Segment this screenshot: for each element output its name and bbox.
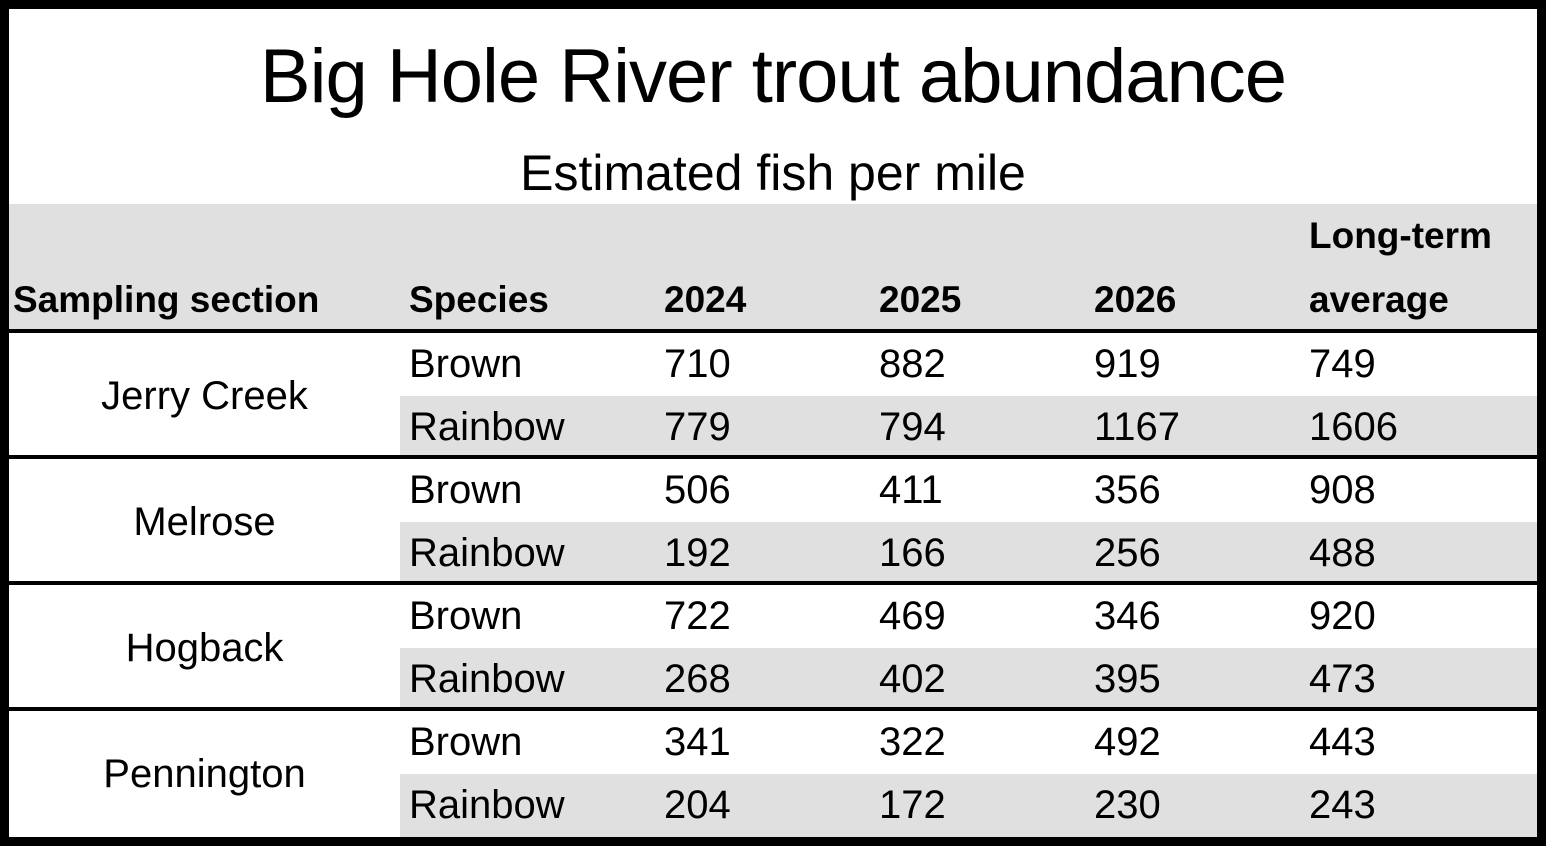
table-row: Brown 341 322 492 443 [9, 711, 1537, 774]
row-shading [400, 396, 1537, 459]
long-term-average-cell: 243 [1309, 783, 1376, 827]
value-2024-cell: 268 [664, 657, 731, 701]
long-term-average-cell: 749 [1309, 342, 1376, 386]
header-rule [9, 329, 1537, 333]
value-2026-cell: 256 [1094, 531, 1161, 575]
species-cell: Rainbow [409, 405, 565, 449]
value-2024-cell: 341 [664, 720, 731, 764]
species-cell: Brown [409, 720, 523, 764]
long-term-average-cell: 473 [1309, 657, 1376, 701]
header-2025: 2025 [879, 279, 962, 320]
sampling-section-label: Pennington [103, 752, 306, 796]
row-shading [400, 522, 1537, 585]
value-2026-cell: 230 [1094, 783, 1161, 827]
section-melrose: Brown 506 411 356 908 Rainbow 192 166 256 488 Melr… [9, 459, 1537, 585]
long-term-average-cell: 920 [1309, 594, 1376, 638]
value-2024-cell: 710 [664, 342, 731, 386]
sampling-section-label: Melrose [133, 500, 276, 544]
value-2024-cell: 204 [664, 783, 731, 827]
table-title: Big Hole River trout abundance [259, 34, 1287, 119]
row-shading [400, 648, 1537, 711]
header-long-term-line2: average [1309, 279, 1449, 320]
species-cell: Rainbow [409, 783, 565, 827]
header-2026: 2026 [1094, 279, 1177, 320]
long-term-average-cell: 443 [1309, 720, 1376, 764]
species-cell: Brown [409, 342, 523, 386]
row-shading [400, 774, 1537, 837]
value-2025-cell: 172 [879, 783, 946, 827]
value-2025-cell: 402 [879, 657, 946, 701]
value-2025-cell: 469 [879, 594, 946, 638]
table-row: Brown 710 882 919 749 [9, 333, 1537, 396]
sampling-section-label: Hogback [125, 626, 284, 670]
table-row: Rainbow 268 402 395 473 [9, 648, 1537, 711]
section-rule [9, 707, 1537, 711]
value-2026-cell: 919 [1094, 342, 1161, 386]
table-body: Brown 710 882 919 749 Rainbow 779 794 1167 1606 Je… [9, 333, 1537, 837]
table-header: Sampling section Species 2024 2025 2026 … [9, 204, 1537, 329]
section-jerry-creek: Brown 710 882 919 749 Rainbow 779 794 1167 1606 Je… [9, 333, 1537, 459]
table-row: Rainbow 204 172 230 243 [9, 774, 1537, 837]
header-long-term-line1: Long-term [1309, 215, 1492, 256]
value-2025-cell: 166 [879, 531, 946, 575]
section-rule [9, 581, 1537, 585]
header-2024: 2024 [664, 279, 747, 320]
table-row: Brown 506 411 356 908 [9, 459, 1537, 522]
section-pennington: Brown 341 322 492 443 Rainbow 204 172 230 243 Penn… [9, 711, 1537, 837]
long-term-average-cell: 908 [1309, 468, 1376, 512]
header-sampling-section: Sampling section [13, 279, 320, 320]
section-hogback: Brown 722 469 346 920 Rainbow 268 402 395 473 Hogb… [9, 585, 1537, 711]
long-term-average-cell: 1606 [1309, 405, 1398, 449]
value-2025-cell: 411 [879, 468, 943, 512]
species-cell: Rainbow [409, 657, 565, 701]
value-2025-cell: 882 [879, 342, 946, 386]
table-row: Rainbow 192 166 256 488 [9, 522, 1537, 585]
value-2024-cell: 192 [664, 531, 731, 575]
species-cell: Brown [409, 594, 523, 638]
value-2026-cell: 346 [1094, 594, 1161, 638]
value-2024-cell: 506 [664, 468, 731, 512]
table-row: Brown 722 469 346 920 [9, 585, 1537, 648]
value-2026-cell: 1167 [1094, 405, 1181, 449]
table-row: Rainbow 779 794 1167 1606 [9, 396, 1537, 459]
value-2026-cell: 395 [1094, 657, 1161, 701]
value-2026-cell: 356 [1094, 468, 1161, 512]
value-2024-cell: 722 [664, 594, 731, 638]
value-2025-cell: 794 [879, 405, 946, 449]
value-2026-cell: 492 [1094, 720, 1161, 764]
species-cell: Rainbow [409, 531, 565, 575]
species-cell: Brown [409, 468, 523, 512]
table-subtitle: Estimated fish per mile [520, 145, 1026, 201]
header-species: Species [409, 279, 549, 320]
long-term-average-cell: 488 [1309, 531, 1376, 575]
value-2025-cell: 322 [879, 720, 946, 764]
section-rule [9, 455, 1537, 459]
value-2024-cell: 779 [664, 405, 731, 449]
sampling-section-label: Jerry Creek [101, 374, 308, 418]
